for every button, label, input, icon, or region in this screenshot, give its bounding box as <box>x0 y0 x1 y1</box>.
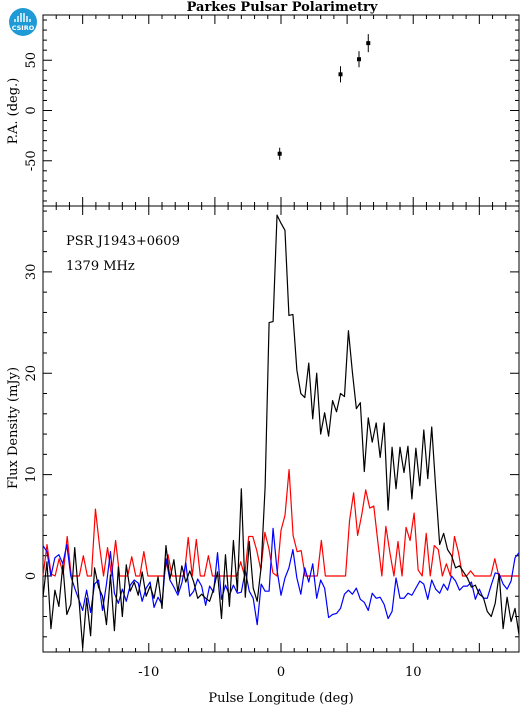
x-tick-label: 0 <box>277 665 285 680</box>
flux-series <box>42 214 520 649</box>
circular-flux-line <box>42 527 520 626</box>
x-tick-label: 10 <box>405 665 422 680</box>
flux-y-tick-label: 10 <box>24 466 39 483</box>
x-tick-label: -10 <box>138 665 159 680</box>
flux-y-tick-label: 0 <box>24 572 39 580</box>
csiro-logo-disc <box>9 8 37 36</box>
pa-y-tick-label: -50 <box>24 150 39 171</box>
pa-point <box>277 147 282 160</box>
pa-ylabel: P.A. (deg.) <box>6 78 21 145</box>
csiro-logo-text: CSIRO <box>12 24 35 32</box>
pa-y-tick-label: 50 <box>24 52 39 69</box>
pa-panel-frame <box>42 14 520 207</box>
linear-flux-line <box>42 468 519 577</box>
frequency-annotation: 1379 MHz <box>66 259 135 274</box>
pa-y-tick-label: 0 <box>24 106 39 114</box>
flux-ylabel: Flux Density (mJy) <box>6 367 21 489</box>
pa-point <box>338 66 343 83</box>
chart-title: Parkes Pulsar Polarimetry <box>187 0 378 15</box>
flux-axis-ticks: -10 0 10 0 10 20 30 <box>24 206 520 680</box>
pa-point <box>357 51 362 68</box>
x-axis-label: Pulse Longitude (deg) <box>208 691 353 706</box>
flux-y-tick-label: 30 <box>24 264 39 281</box>
total-flux-line <box>42 214 520 649</box>
pa-points <box>277 34 371 160</box>
pulsar-name-annotation: PSR J1943+0609 <box>66 234 180 249</box>
pa-point <box>366 34 371 53</box>
csiro-logo-bars-icon <box>14 13 31 22</box>
pa-axis-ticks: -50 0 50 <box>24 15 520 206</box>
flux-y-tick-label: 20 <box>24 365 39 382</box>
csiro-logo: CSIRO <box>9 8 37 36</box>
